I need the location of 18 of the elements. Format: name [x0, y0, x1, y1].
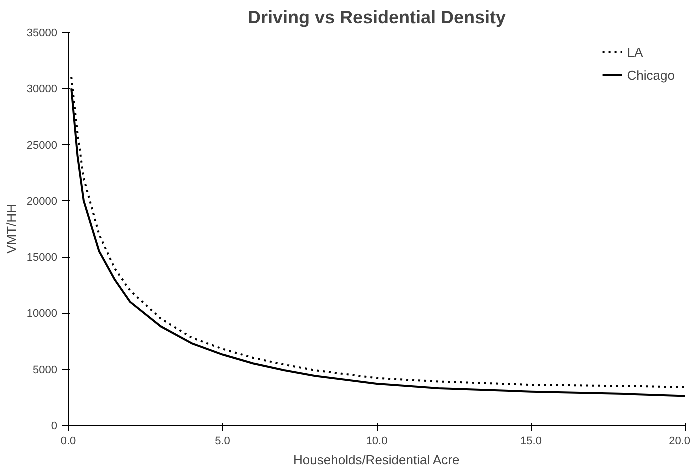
x-tick-label: 5.0	[215, 436, 230, 448]
y-tick-label: 0	[51, 420, 58, 432]
x-tick-label: 20.0	[669, 436, 691, 448]
x-tick-label: 15.0	[520, 436, 542, 448]
y-tick-label: 20000	[26, 196, 58, 208]
x-axis-title: Households/Residential Acre	[294, 452, 460, 468]
legend-label: Chicago	[627, 68, 675, 82]
y-axis-title: VMT/HH	[4, 204, 19, 254]
y-tick-label: 5000	[33, 364, 58, 376]
y-tick-label: 15000	[26, 252, 58, 264]
y-tick-label: 25000	[26, 140, 58, 152]
y-tick-label: 30000	[26, 84, 58, 96]
y-tick-label: 10000	[26, 308, 58, 320]
legend-label: LA	[627, 44, 644, 60]
x-tick-label: 10.0	[366, 436, 388, 448]
y-tick-label: 35000	[26, 28, 58, 40]
x-tick-label: 0.0	[60, 436, 76, 448]
chart-title: Driving vs Residential Density	[248, 8, 506, 28]
